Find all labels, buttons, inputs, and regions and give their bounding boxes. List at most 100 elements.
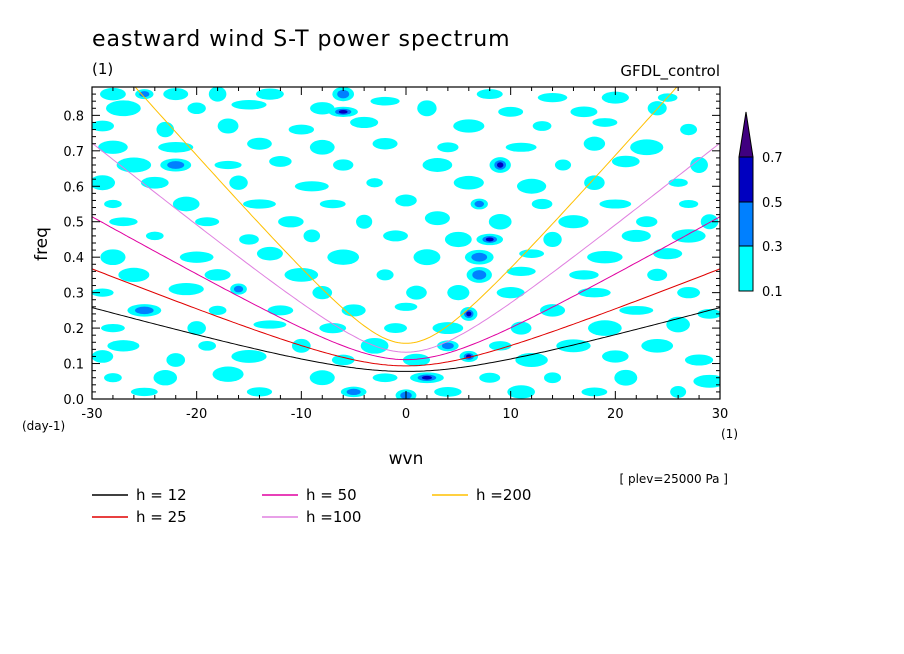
contour-blob: [417, 100, 437, 117]
contour-blob: [519, 249, 545, 258]
contour-blob: [167, 161, 185, 169]
curve-h-12: [92, 307, 720, 372]
contour-blob: [256, 88, 284, 100]
contour-blob: [421, 375, 432, 380]
contour-blob: [558, 215, 589, 229]
contour-blob: [107, 340, 140, 352]
colorbar-level-label: 0.3: [762, 240, 783, 255]
contour-blob: [98, 140, 128, 154]
contour-blob: [653, 248, 683, 260]
contour-blob: [231, 350, 267, 363]
contour-blob: [394, 302, 418, 311]
colorbar: 0.1 0.3 0.5 0.7: [738, 111, 783, 300]
contour-blob: [496, 287, 525, 299]
contour-blob: [346, 388, 361, 396]
x-units-label: (1): [721, 427, 738, 441]
y-tick-label: 0.0: [63, 393, 84, 408]
contour-blob: [303, 229, 321, 243]
contour-blob: [569, 270, 599, 280]
x-tick-label: 0: [402, 407, 410, 422]
contour-blob: [163, 88, 189, 101]
contour-blob: [135, 306, 154, 315]
legend-label: h = 50: [306, 486, 357, 504]
contour-blob: [474, 200, 485, 208]
contour-blob: [395, 194, 417, 207]
contour-blob: [537, 93, 568, 103]
contour-blob: [100, 249, 126, 266]
y-tick-label: 0.3: [63, 287, 84, 302]
contour-blob: [479, 372, 501, 383]
contour-blob: [376, 269, 394, 281]
contour-blob: [140, 176, 169, 189]
contour-blob: [101, 323, 125, 333]
contour-blob: [153, 370, 178, 386]
contour-blob: [198, 340, 216, 351]
contour-blob: [156, 121, 175, 138]
units-label: (1): [92, 60, 113, 78]
contour-blob: [581, 387, 608, 397]
contour-blob: [690, 157, 708, 173]
colorbar-segment: [738, 156, 754, 203]
x-tick-label: 10: [502, 407, 519, 422]
contour-blob: [338, 110, 348, 114]
contour-blob: [212, 366, 244, 382]
contour-blob: [507, 385, 535, 399]
contour-blob: [331, 354, 355, 366]
legend-label: h =100: [306, 508, 361, 526]
contour-blob: [670, 385, 687, 398]
contour-blob: [666, 316, 690, 333]
contour-blob: [680, 123, 698, 136]
x-axis-ticks: -30 -20 -10 0 10 20 30: [81, 87, 728, 422]
contour-blob: [310, 102, 335, 115]
contour-blob: [668, 178, 688, 187]
contour-blob: [337, 89, 350, 99]
x-axis-label: wvn: [389, 449, 424, 469]
contour-blob: [516, 178, 547, 194]
contour-blob: [383, 230, 408, 242]
legend-label: h =200: [476, 486, 531, 504]
contour-blob: [485, 237, 494, 242]
contour-blob: [636, 216, 658, 228]
contour-blob: [583, 136, 606, 151]
contour-blob: [476, 89, 503, 100]
contour-blob: [614, 369, 638, 386]
curve-h-25: [92, 268, 720, 367]
curve-h-200: [134, 87, 678, 344]
y-axis-ticks: 0.0 0.1 0.2 0.3 0.4 0.5 0.6 0.7 0.8: [63, 93, 720, 408]
contour-blob: [350, 116, 379, 129]
contour-blob: [471, 252, 488, 262]
contour-blob: [515, 353, 548, 367]
contour-blob: [284, 268, 319, 282]
contour-blob: [366, 178, 383, 188]
contour-blob: [611, 155, 640, 168]
contour-blob: [413, 249, 441, 266]
x-tick-label: -10: [291, 407, 312, 422]
contour-blob: [309, 139, 335, 155]
contour-blob: [621, 229, 651, 242]
contour-blob: [630, 139, 664, 156]
contour-blob: [587, 250, 623, 264]
contour-blob: [531, 198, 553, 210]
contour-blob: [246, 387, 273, 397]
contour-blob: [554, 159, 572, 171]
y-tick-label: 0.2: [63, 322, 84, 337]
contour-blob: [166, 353, 186, 367]
contour-blob: [601, 91, 629, 104]
contour-blob: [472, 270, 487, 280]
contour-blob: [434, 387, 462, 397]
contour-blob: [453, 119, 485, 133]
colorbar-arrow: [738, 111, 754, 158]
contour-blob: [130, 387, 158, 397]
contour-blob: [179, 251, 214, 263]
colorbar-level-label: 0.5: [762, 196, 783, 211]
contour-blob: [402, 353, 431, 367]
contour-blob: [118, 267, 150, 283]
dispersion-curves: [92, 87, 720, 372]
colorbar-segment: [738, 201, 754, 247]
contour-blob: [453, 175, 484, 190]
colorbar-level-label: 0.1: [762, 285, 783, 300]
contour-blob: [187, 102, 206, 115]
y-tick-label: 0.7: [63, 145, 84, 160]
contour-blob: [327, 249, 360, 265]
contour-blob: [532, 121, 552, 131]
